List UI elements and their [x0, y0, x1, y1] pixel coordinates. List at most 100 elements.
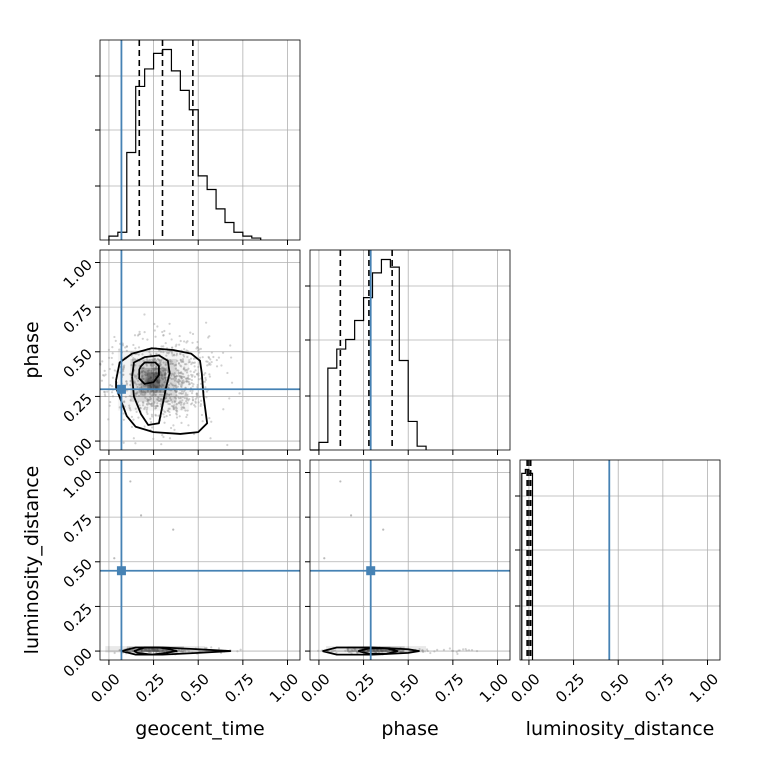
- x-tick-label: 0.00: [87, 670, 123, 706]
- sample-point: [107, 348, 110, 351]
- y-axis-label-phase: phase: [21, 321, 43, 378]
- sample-point: [348, 650, 351, 654]
- sample-point: [146, 406, 149, 409]
- sample-point: [186, 413, 189, 416]
- sample-point: [118, 406, 121, 409]
- sample-point: [164, 372, 167, 375]
- sample-point: [145, 362, 148, 366]
- sample-point: [191, 374, 194, 377]
- sample-point: [207, 355, 210, 359]
- sample-point: [131, 358, 134, 361]
- sample-point: [155, 371, 158, 374]
- sample-point: [164, 372, 167, 375]
- sample-point: [173, 428, 176, 431]
- sample-point: [168, 393, 171, 397]
- sample-point: [372, 650, 376, 653]
- sample-point: [134, 375, 137, 378]
- sample-point: [181, 359, 184, 362]
- sample-point: [179, 385, 183, 388]
- sample-point: [170, 377, 173, 381]
- sample-point: [161, 384, 165, 387]
- sample-point: [184, 392, 187, 395]
- sample-point: [190, 381, 193, 385]
- sample-point: [167, 386, 170, 389]
- sample-point: [146, 380, 149, 383]
- sample-point: [207, 363, 210, 366]
- x-tick-label: 1.00: [686, 670, 722, 706]
- sample-point: [164, 342, 167, 345]
- sample-point: [154, 407, 157, 410]
- sample-point: [150, 383, 153, 386]
- sample-point: [110, 391, 114, 394]
- sample-point: [155, 380, 158, 383]
- x-tick-label: 1.00: [476, 670, 512, 706]
- sample-point: [350, 649, 354, 652]
- sample-point: [177, 374, 180, 377]
- sample-point: [177, 361, 180, 365]
- sample-point: [356, 651, 359, 655]
- sample-point: [354, 648, 357, 651]
- sample-point: [181, 381, 184, 384]
- sample-point: [206, 360, 209, 363]
- sample-point: [178, 415, 181, 418]
- sample-point: [180, 372, 184, 375]
- sample-point: [163, 329, 166, 333]
- sample-point: [151, 404, 154, 407]
- sample-point: [462, 648, 465, 651]
- panel-phase-luminosity_distance: [305, 459, 511, 665]
- sample-point: [172, 406, 175, 409]
- sample-point: [375, 649, 378, 652]
- sample-point: [179, 392, 182, 395]
- sample-point: [141, 404, 145, 407]
- density-block: [141, 646, 170, 652]
- sample-point: [134, 392, 138, 395]
- sample-point: [122, 373, 125, 376]
- sample-point: [148, 384, 152, 387]
- sample-point: [103, 393, 107, 396]
- sample-point: [149, 384, 152, 388]
- sample-point: [456, 652, 459, 656]
- sample-point: [139, 389, 143, 393]
- sample-point: [118, 348, 121, 351]
- sample-point: [178, 343, 181, 346]
- sample-point: [173, 400, 177, 403]
- sample-point: [185, 380, 189, 383]
- sample-point: [185, 400, 188, 403]
- sample-point: [178, 379, 182, 383]
- sample-point: [170, 404, 174, 408]
- sample-point: [421, 649, 424, 652]
- sample-point: [163, 373, 166, 376]
- sample-point: [425, 648, 429, 651]
- sample-point: [151, 367, 154, 370]
- sample-point: [176, 410, 179, 413]
- sample-point: [180, 392, 183, 395]
- sample-point: [179, 339, 182, 343]
- sample-point: [113, 557, 116, 560]
- panel-frame: [309, 459, 511, 661]
- sample-point: [183, 402, 186, 405]
- sample-point: [137, 353, 140, 356]
- sample-point: [161, 330, 164, 334]
- sample-point: [153, 401, 156, 404]
- sample-point: [177, 380, 180, 383]
- histogram-step-phase: [310, 258, 427, 451]
- sample-point: [164, 373, 167, 376]
- contour-level-1: [131, 354, 171, 426]
- sample-point: [139, 514, 143, 517]
- sample-point: [168, 413, 172, 417]
- sample-point: [150, 413, 154, 416]
- sample-point: [177, 372, 180, 375]
- sample-point: [103, 390, 107, 394]
- sample-point: [132, 343, 135, 347]
- sample-point: [150, 369, 153, 373]
- sample-point: [151, 648, 154, 652]
- sample-point: [180, 381, 184, 385]
- sample-point: [131, 649, 134, 653]
- sample-point: [180, 421, 183, 424]
- sample-point: [175, 409, 178, 412]
- sample-point: [183, 340, 186, 343]
- sample-point: [349, 650, 352, 653]
- sample-point: [143, 394, 146, 397]
- sample-point: [204, 386, 207, 389]
- sample-point: [173, 404, 176, 407]
